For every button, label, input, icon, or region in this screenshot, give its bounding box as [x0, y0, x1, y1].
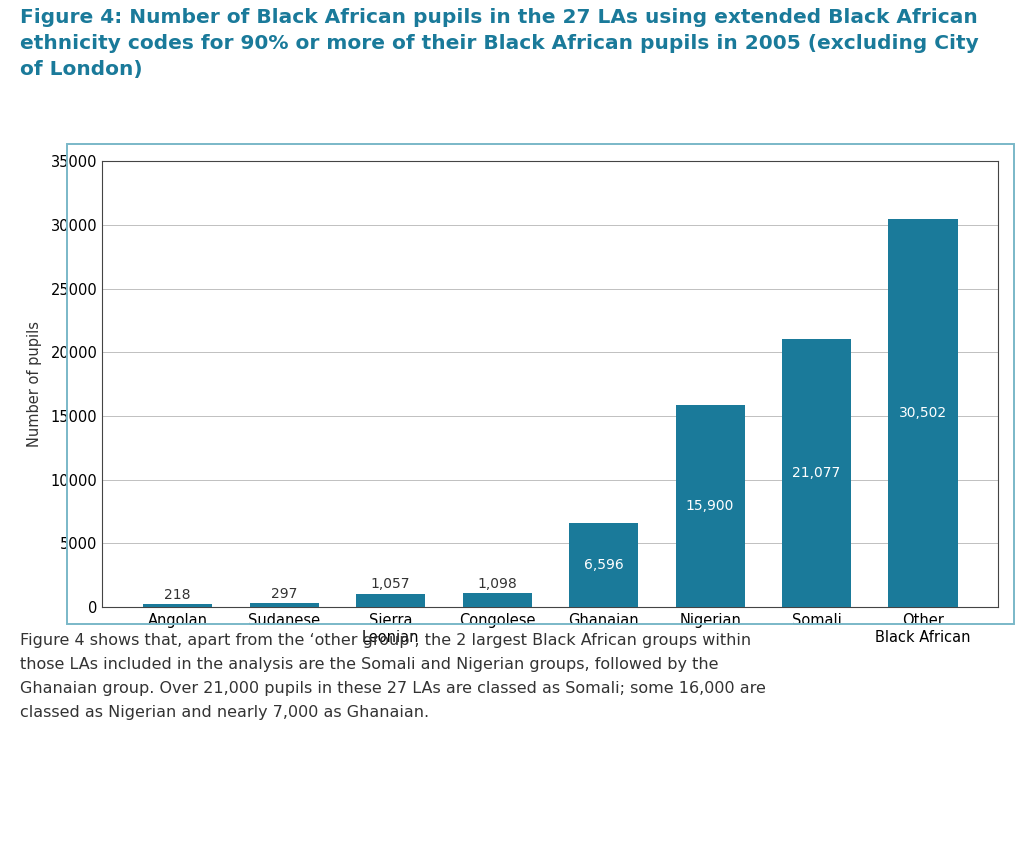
Text: 1,057: 1,057 — [371, 577, 411, 591]
Text: 15,900: 15,900 — [686, 499, 734, 513]
Text: 1,098: 1,098 — [477, 576, 517, 591]
Bar — [782, 339, 851, 607]
Text: 297: 297 — [271, 587, 297, 601]
Bar — [676, 405, 744, 607]
Text: 30,502: 30,502 — [899, 406, 947, 419]
Y-axis label: Number of pupils: Number of pupils — [28, 321, 42, 447]
Bar — [569, 523, 638, 607]
Text: 21,077: 21,077 — [793, 466, 841, 480]
Bar — [356, 593, 425, 607]
Text: Figure 4: Number of Black African pupils in the 27 LAs using extended Black Afri: Figure 4: Number of Black African pupils… — [20, 8, 979, 79]
Bar — [250, 604, 318, 607]
Bar — [463, 593, 531, 607]
Text: 6,596: 6,596 — [584, 558, 624, 572]
Text: Figure 4 shows that, apart from the ‘other group’, the 2 largest Black African g: Figure 4 shows that, apart from the ‘oth… — [20, 633, 766, 719]
Text: 218: 218 — [165, 588, 191, 602]
Bar — [889, 218, 957, 607]
Bar — [143, 604, 212, 607]
